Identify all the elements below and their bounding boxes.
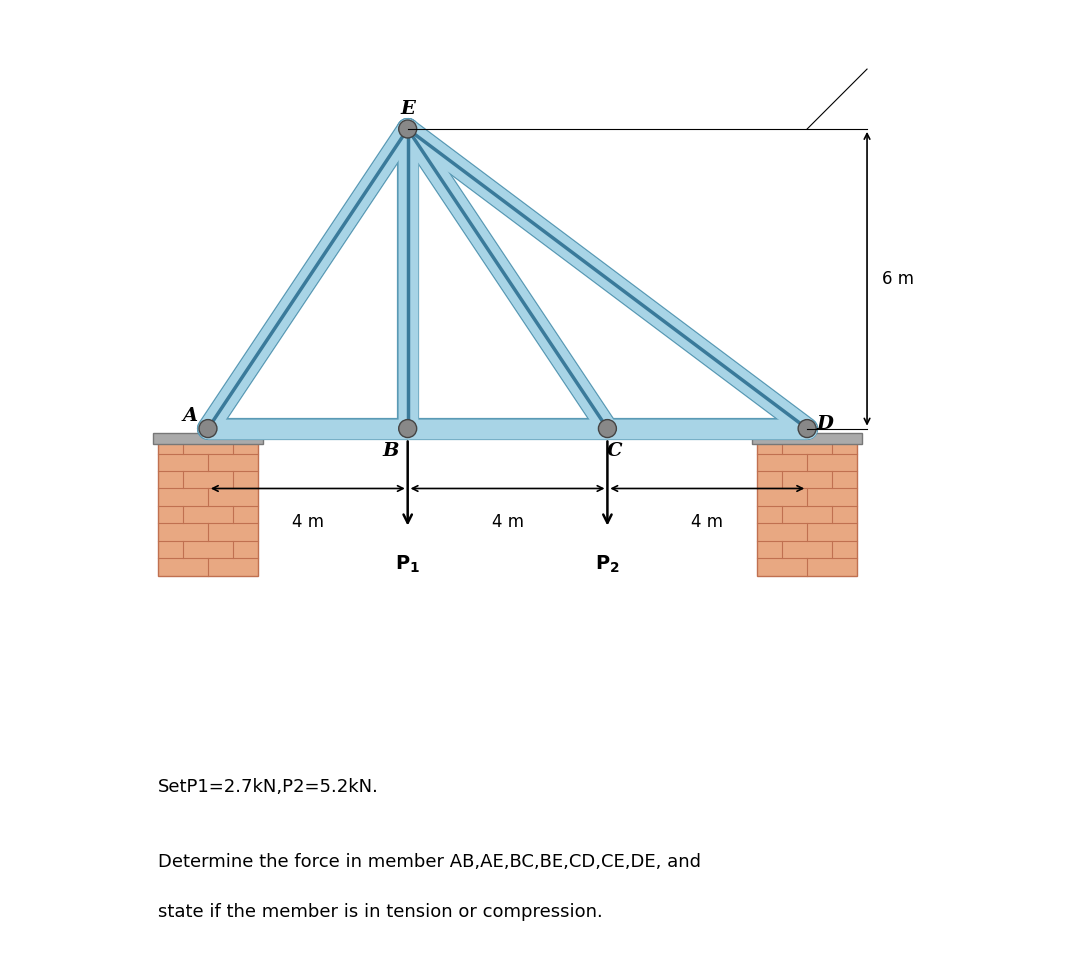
Text: 6 m: 6 m (882, 270, 914, 288)
Bar (158, 436, 258, 576)
Text: E: E (401, 100, 415, 118)
Circle shape (399, 120, 417, 138)
Text: A: A (183, 407, 198, 425)
Bar (752, 433, 862, 443)
Text: SetP1=2.7kN,P2=5.2kN.: SetP1=2.7kN,P2=5.2kN. (158, 778, 379, 796)
Circle shape (199, 419, 217, 437)
Text: 4 m: 4 m (691, 514, 724, 531)
Text: $\mathbf{P_1}$: $\mathbf{P_1}$ (395, 553, 420, 575)
Text: C: C (607, 442, 623, 460)
Text: D: D (816, 414, 833, 433)
Text: 4 m: 4 m (292, 514, 324, 531)
Text: 4 m: 4 m (491, 514, 524, 531)
Bar (757, 436, 858, 576)
Text: B: B (382, 442, 399, 460)
Bar (153, 433, 262, 443)
Text: $\mathbf{P_2}$: $\mathbf{P_2}$ (595, 553, 620, 575)
Circle shape (399, 419, 417, 437)
Circle shape (798, 419, 816, 437)
Text: Determine the force in member AB,AE,BC,BE,CD,CE,DE, and: Determine the force in member AB,AE,BC,B… (158, 853, 701, 871)
Circle shape (598, 419, 617, 437)
Text: state if the member is in tension or compression.: state if the member is in tension or com… (158, 902, 603, 921)
